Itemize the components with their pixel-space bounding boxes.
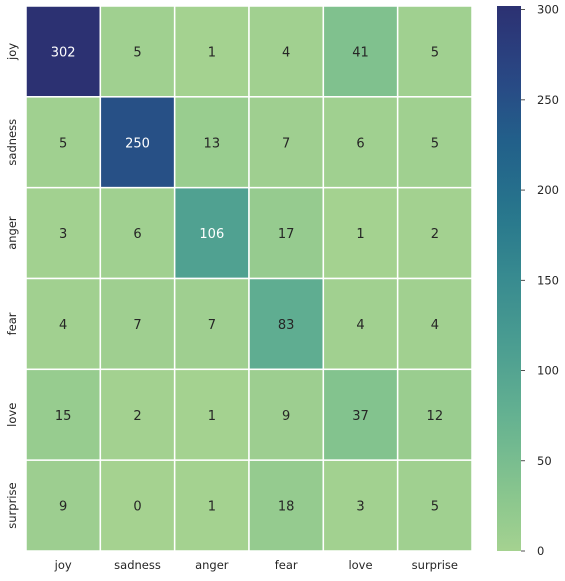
colorbar-tick-label: 100 bbox=[537, 364, 559, 378]
x-tick-label: sadness bbox=[114, 558, 161, 572]
cell-value-label: 6 bbox=[356, 136, 364, 151]
heatmap-cell bbox=[25, 368, 102, 461]
heatmap-cell bbox=[173, 277, 250, 371]
x-tick-label: anger bbox=[195, 558, 229, 572]
heatmap-cell bbox=[396, 186, 473, 280]
heatmap-cell bbox=[248, 96, 325, 189]
cell-value-label: 17 bbox=[278, 227, 295, 242]
cell-value-label: 9 bbox=[59, 500, 67, 515]
heatmap-cell bbox=[396, 96, 473, 189]
y-tick-label: love bbox=[5, 403, 19, 427]
cell-value-label: 13 bbox=[204, 136, 221, 151]
colorbar-tick-label: 250 bbox=[537, 93, 559, 107]
y-tick-label: anger bbox=[5, 216, 19, 250]
colorbar-tick-label: 200 bbox=[537, 183, 559, 197]
x-tick-label: fear bbox=[275, 558, 298, 572]
heatmap-cell bbox=[248, 277, 325, 371]
cell-value-label: 2 bbox=[431, 227, 439, 242]
colorbar-tick-label: 300 bbox=[537, 3, 559, 17]
cell-value-label: 3 bbox=[59, 227, 67, 242]
colorbar-gradient bbox=[497, 6, 521, 551]
cell-value-label: 83 bbox=[278, 318, 295, 333]
heatmap-cell bbox=[396, 5, 473, 98]
cell-value-label: 1 bbox=[208, 45, 216, 60]
cell-value-label: 1 bbox=[208, 409, 216, 424]
y-tick-label: surprise bbox=[5, 482, 19, 528]
heatmap-cell bbox=[248, 459, 325, 552]
cell-value-label: 4 bbox=[282, 45, 290, 60]
heatmap-cells bbox=[25, 5, 473, 552]
colorbar-tick-label: 50 bbox=[537, 454, 552, 468]
heatmap-cell bbox=[99, 186, 176, 280]
heatmap-cell bbox=[322, 459, 399, 552]
y-axis-ticks: joy sadness anger fear love surprise bbox=[5, 43, 19, 529]
cell-value-label: 7 bbox=[282, 136, 290, 151]
heatmap-cell bbox=[99, 277, 176, 371]
cell-value-label: 18 bbox=[278, 500, 295, 515]
cell-value-label: 0 bbox=[133, 500, 141, 515]
heatmap-cell bbox=[173, 5, 250, 98]
cell-value-label: 15 bbox=[55, 409, 72, 424]
heatmap-cell bbox=[25, 5, 102, 98]
cell-value-label: 37 bbox=[352, 409, 369, 424]
heatmap-cell bbox=[396, 368, 473, 461]
colorbar-tick-label: 0 bbox=[537, 544, 544, 558]
colorbar: 0 50 100 150 200 250 300 bbox=[497, 3, 559, 558]
y-tick-label: fear bbox=[5, 312, 19, 335]
x-axis-ticks: joy sadness anger fear love surprise bbox=[54, 558, 458, 572]
cell-value-label: 1 bbox=[356, 227, 364, 242]
heatmap-cell bbox=[322, 277, 399, 371]
cell-value-label: 250 bbox=[125, 136, 150, 151]
y-tick-label: sadness bbox=[5, 119, 19, 166]
cell-value-label: 6 bbox=[133, 227, 141, 242]
cell-value-label: 7 bbox=[133, 318, 141, 333]
cell-value-label: 7 bbox=[208, 318, 216, 333]
heatmap-cell bbox=[25, 277, 102, 371]
cell-annotations: 302 5 1 4 41 55 250 13 7 6 53 6 106 17 1 24 7 7 83 4 415 2 1 9 3… bbox=[51, 45, 443, 514]
cell-value-label: 1 bbox=[208, 500, 216, 515]
y-tick-label: joy bbox=[5, 43, 19, 61]
heatmap-cell bbox=[248, 186, 325, 280]
x-tick-label: love bbox=[348, 558, 372, 572]
heatmap-cell bbox=[322, 186, 399, 280]
colorbar-tick-label: 150 bbox=[537, 273, 559, 287]
cell-value-label: 9 bbox=[282, 409, 290, 424]
heatmap-cell bbox=[99, 96, 176, 189]
cell-value-label: 4 bbox=[59, 318, 67, 333]
cell-value-label: 3 bbox=[356, 500, 364, 515]
cell-value-label: 2 bbox=[133, 409, 141, 424]
cell-value-label: 5 bbox=[431, 45, 439, 60]
cell-value-label: 5 bbox=[59, 136, 67, 151]
cell-value-label: 106 bbox=[199, 227, 224, 242]
heatmap-cell bbox=[396, 277, 473, 371]
cell-value-label: 12 bbox=[427, 409, 444, 424]
cell-value-label: 4 bbox=[431, 318, 439, 333]
cell-value-label: 5 bbox=[431, 500, 439, 515]
x-tick-label: surprise bbox=[412, 558, 458, 572]
cell-value-label: 5 bbox=[133, 45, 141, 60]
cell-value-label: 302 bbox=[51, 45, 76, 60]
heatmap-cell bbox=[173, 368, 250, 461]
heatmap-cell bbox=[99, 5, 176, 98]
heatmap-cell bbox=[322, 368, 399, 461]
heatmap-cell bbox=[248, 368, 325, 461]
x-tick-label: joy bbox=[54, 558, 72, 572]
cell-value-label: 4 bbox=[356, 318, 364, 333]
cell-value-label: 5 bbox=[431, 136, 439, 151]
heatmap-cell bbox=[396, 459, 473, 552]
cell-value-label: 41 bbox=[352, 45, 369, 60]
heatmap-cell bbox=[25, 459, 102, 552]
